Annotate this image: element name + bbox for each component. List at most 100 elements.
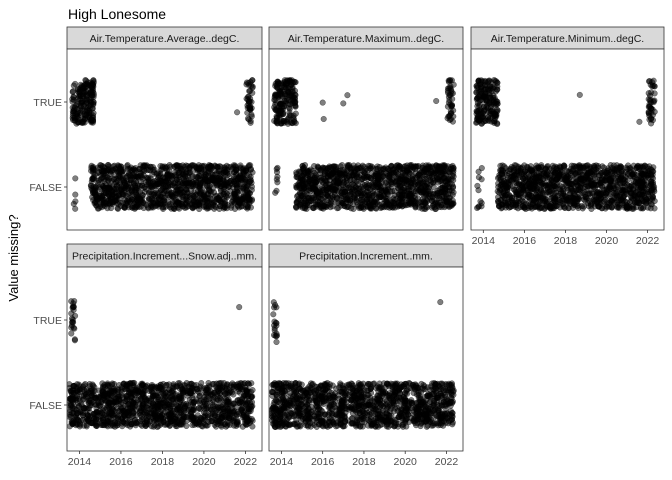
data-point	[648, 166, 655, 173]
data-point	[371, 191, 378, 198]
data-point	[509, 202, 516, 209]
data-point	[478, 176, 485, 183]
data-point	[487, 103, 494, 111]
data-point	[243, 187, 251, 194]
data-point	[189, 192, 197, 199]
data-point	[69, 88, 77, 95]
data-point	[546, 203, 553, 210]
data-point	[72, 175, 79, 182]
data-point	[342, 188, 349, 195]
data-point	[446, 77, 453, 84]
data-point	[231, 192, 238, 199]
data-point	[316, 201, 323, 208]
data-point	[614, 197, 621, 204]
data-point	[304, 200, 311, 207]
data-point	[529, 168, 536, 175]
data-point	[623, 201, 630, 208]
data-point	[574, 169, 581, 176]
data-point	[82, 112, 90, 119]
data-point	[275, 78, 282, 86]
data-point	[83, 92, 90, 100]
facet-strip-label: Air.Temperature.Maximum..degC.	[288, 33, 444, 45]
point-layer	[271, 77, 457, 213]
data-point	[561, 177, 568, 184]
data-point	[413, 186, 420, 193]
data-point	[89, 194, 96, 201]
data-point	[123, 192, 130, 199]
data-point	[314, 189, 321, 196]
data-point	[647, 81, 654, 88]
data-point	[292, 103, 299, 110]
data-point	[241, 194, 249, 201]
data-point	[167, 179, 175, 186]
data-point	[494, 98, 501, 105]
data-point	[295, 168, 303, 175]
data-point	[71, 114, 78, 122]
data-point	[438, 169, 445, 176]
data-point	[495, 194, 502, 201]
data-point	[597, 181, 604, 189]
data-point	[615, 203, 622, 210]
data-point	[343, 174, 350, 181]
data-point	[111, 171, 118, 179]
data-point	[391, 188, 398, 195]
data-point	[570, 165, 577, 172]
data-point	[585, 183, 592, 190]
data-point	[389, 198, 396, 205]
data-point	[450, 189, 457, 196]
data-point	[378, 203, 385, 210]
data-point	[599, 205, 606, 212]
data-point	[569, 187, 576, 194]
data-point	[240, 184, 247, 191]
data-point	[220, 181, 228, 188]
data-point	[491, 118, 498, 125]
data-point	[552, 169, 559, 176]
data-point	[649, 193, 656, 200]
data-point	[637, 164, 644, 171]
data-point	[515, 180, 522, 187]
data-point	[205, 169, 212, 176]
data-point	[630, 173, 637, 180]
data-point	[532, 195, 539, 202]
data-point	[329, 169, 336, 176]
data-point	[328, 192, 336, 199]
data-point	[361, 163, 368, 170]
data-point	[108, 178, 115, 185]
data-point	[101, 176, 108, 183]
data-point	[608, 198, 616, 205]
data-point	[588, 170, 596, 177]
data-point	[195, 179, 202, 186]
data-point	[397, 164, 404, 171]
x-tick-label: 2022	[636, 235, 660, 247]
data-point	[445, 168, 452, 175]
data-point	[202, 196, 209, 203]
data-point	[318, 195, 325, 202]
data-point	[242, 167, 249, 175]
data-point	[416, 171, 423, 178]
data-point	[186, 163, 193, 171]
data-point	[276, 90, 283, 98]
data-point	[234, 203, 241, 210]
data-point	[449, 162, 456, 169]
chart-title: High Lonesome	[68, 6, 166, 22]
data-point	[474, 116, 481, 123]
data-point	[383, 204, 391, 211]
data-point	[178, 185, 185, 192]
data-point	[446, 97, 453, 104]
data-point	[72, 191, 79, 198]
data-point	[332, 187, 339, 194]
x-tick-label: 2014	[472, 235, 496, 247]
data-point	[337, 163, 344, 170]
data-point	[346, 197, 353, 204]
data-point	[223, 176, 231, 183]
data-point	[630, 205, 637, 212]
data-point	[333, 195, 340, 202]
data-point	[304, 194, 311, 201]
data-point	[564, 198, 571, 205]
data-point	[474, 108, 481, 115]
data-point	[636, 118, 643, 125]
data-point	[433, 97, 440, 105]
data-point	[274, 164, 281, 171]
data-point	[444, 103, 451, 110]
data-point	[601, 192, 608, 199]
